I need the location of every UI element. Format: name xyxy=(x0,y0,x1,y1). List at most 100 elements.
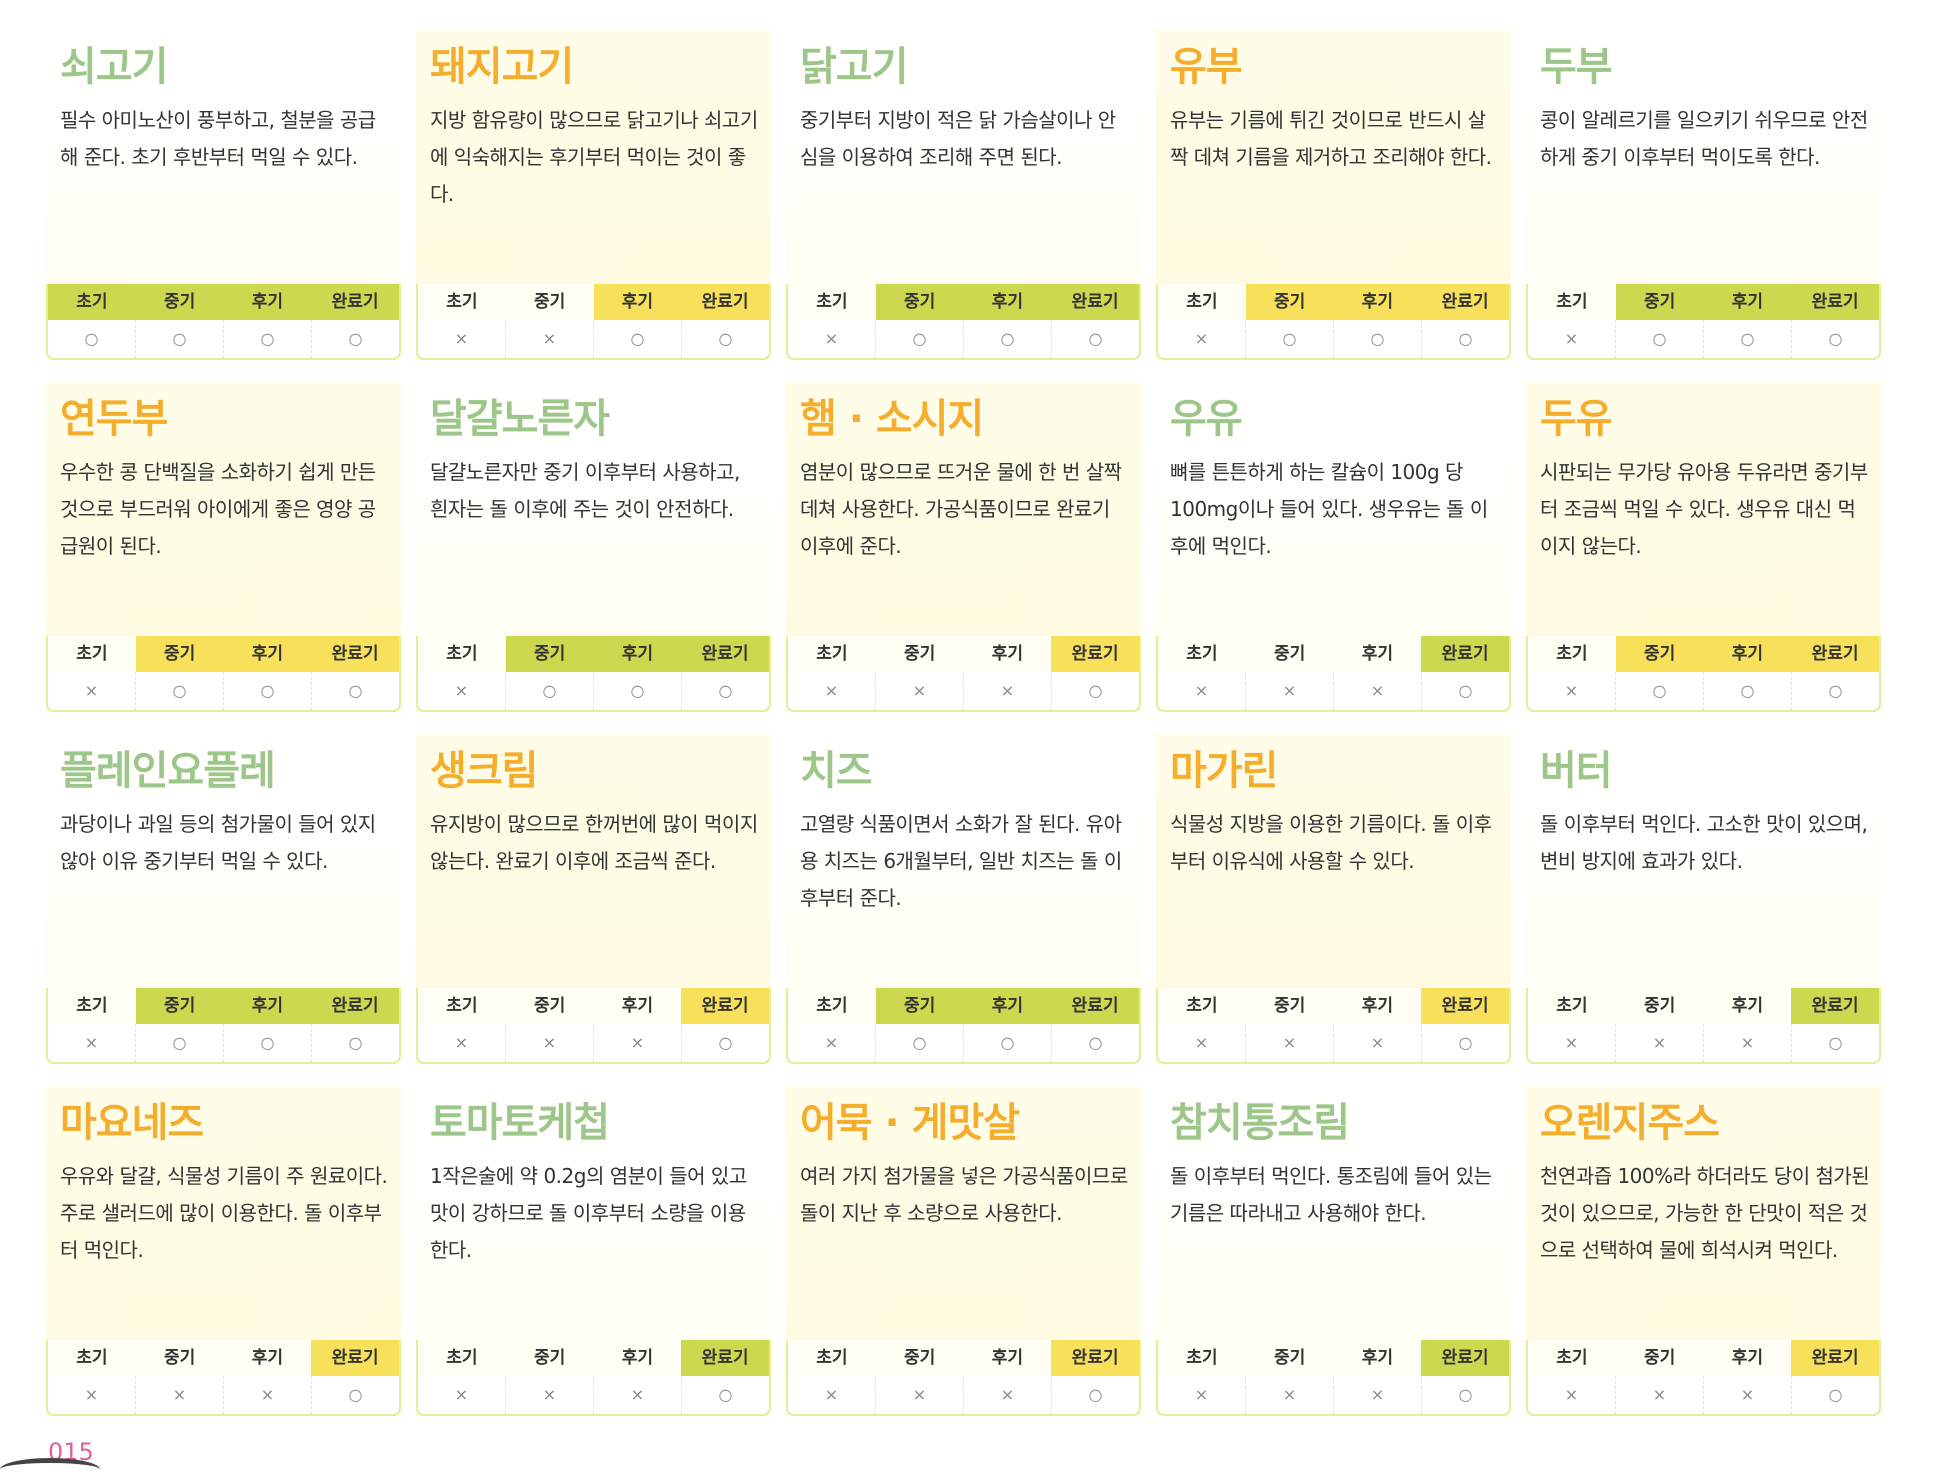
food-description: 필수 아미노산이 풍부하고, 철분을 공급해 준다. 초기 후반부터 먹일 수 … xyxy=(60,108,376,169)
stage-mark: ○ xyxy=(681,1024,769,1062)
food-description: 우유와 달걀, 식물성 기름이 주 원료이다. 주로 샐러드에 많이 이용한다.… xyxy=(60,1164,388,1262)
stage-mark: × xyxy=(593,1376,681,1414)
stage-mark: ○ xyxy=(1791,672,1879,710)
stage-header: 완료기 xyxy=(1051,284,1139,320)
food-description: 돌 이후부터 먹인다. 통조림에 들어 있는 기름은 따라내고 사용해야 한다. xyxy=(1170,1164,1492,1225)
food-card: 버터 돌 이후부터 먹인다. 고소한 맛이 있으며, 변비 방지에 효과가 있다… xyxy=(1526,734,1881,1064)
stage-mark: ○ xyxy=(223,1024,311,1062)
stage-mark: ○ xyxy=(1421,320,1509,358)
stage-header: 완료기 xyxy=(1791,988,1879,1024)
food-title: 치즈 xyxy=(800,748,873,794)
stage-header: 중기 xyxy=(875,636,964,672)
stage-header: 후기 xyxy=(1333,988,1422,1024)
stage-header: 후기 xyxy=(963,636,1052,672)
food-card: 오렌지주스 천연과즙 100%라 하더라도 당이 첨가된 것이 있으므로, 가능… xyxy=(1526,1086,1881,1416)
stage-header: 후기 xyxy=(1703,988,1792,1024)
food-card: 쇠고기 필수 아미노산이 풍부하고, 철분을 공급해 준다. 초기 후반부터 먹… xyxy=(46,30,401,360)
stage-mark: × xyxy=(1564,329,1579,348)
stage-header: 완료기 xyxy=(681,988,769,1024)
stage-mark: ○ xyxy=(311,1024,399,1062)
food-description: 1작은술에 약 0.2g의 염분이 들어 있고 맛이 강하므로 돌 이후부터 소… xyxy=(430,1164,747,1262)
stage-table: 초기 중기 후기 완료기 ○ ○ ○ ○ xyxy=(46,284,401,360)
stage-header: 초기 xyxy=(788,636,876,672)
stage-mark: ○ xyxy=(681,320,769,358)
stage-header: 후기 xyxy=(223,1340,312,1376)
food-title: 연두부 xyxy=(60,396,168,442)
food-title: 토마토케첩 xyxy=(430,1100,610,1146)
stage-mark: ○ xyxy=(1051,672,1139,710)
stage-mark: × xyxy=(505,1376,593,1414)
food-card: 참치통조림 돌 이후부터 먹인다. 통조림에 들어 있는 기름은 따라내고 사용… xyxy=(1156,1086,1511,1416)
stage-mark: ○ xyxy=(593,672,681,710)
stage-header: 초기 xyxy=(1528,284,1616,320)
food-description: 유부는 기름에 튀긴 것이므로 반드시 살짝 데쳐 기름을 제거하고 조리해야 … xyxy=(1170,108,1492,169)
stage-header: 완료기 xyxy=(1421,988,1509,1024)
stage-header: 후기 xyxy=(593,988,682,1024)
stage-mark: × xyxy=(223,1376,311,1414)
stage-mark: × xyxy=(824,681,839,700)
stage-header: 초기 xyxy=(48,284,136,320)
stage-mark: ○ xyxy=(1703,672,1791,710)
stage-header: 후기 xyxy=(223,636,312,672)
stage-header: 후기 xyxy=(963,284,1052,320)
food-title: 마가린 xyxy=(1170,748,1278,794)
stage-header: 완료기 xyxy=(1051,988,1139,1024)
stage-header: 초기 xyxy=(418,988,506,1024)
stage-mark: × xyxy=(84,681,99,700)
food-title: 버터 xyxy=(1540,748,1613,794)
stage-header: 중기 xyxy=(875,988,964,1024)
stage-header: 초기 xyxy=(1158,988,1246,1024)
food-card: 치즈 고열량 식품이면서 소화가 잘 된다. 유아용 치즈는 6개월부터, 일반… xyxy=(786,734,1141,1064)
stage-header: 중기 xyxy=(1245,636,1334,672)
stage-mark: ○ xyxy=(1615,672,1703,710)
food-card: 유부 유부는 기름에 튀긴 것이므로 반드시 살짝 데쳐 기름을 제거하고 조리… xyxy=(1156,30,1511,360)
stage-table: 초기 중기 후기 완료기 × × × ○ xyxy=(416,1340,771,1416)
food-title: 쇠고기 xyxy=(60,44,168,90)
stage-header: 후기 xyxy=(1703,636,1792,672)
food-description: 과당이나 과일 등의 첨가물이 들어 있지 않아 이유 중기부터 먹일 수 있다… xyxy=(60,812,376,873)
food-description: 시판되는 무가당 유아용 두유라면 중기부터 조금씩 먹일 수 있다. 생우유 … xyxy=(1540,460,1868,558)
stage-header: 완료기 xyxy=(311,636,399,672)
stage-header: 중기 xyxy=(505,988,594,1024)
food-title: 플레인요플레 xyxy=(60,748,276,794)
stage-mark: × xyxy=(1333,672,1421,710)
stage-header: 완료기 xyxy=(311,1340,399,1376)
stage-header: 중기 xyxy=(1245,284,1334,320)
stage-mark: × xyxy=(1194,1385,1209,1404)
stage-mark: × xyxy=(1615,1024,1703,1062)
stage-mark: ○ xyxy=(1421,1376,1509,1414)
stage-mark: × xyxy=(1703,1376,1791,1414)
stage-header: 초기 xyxy=(418,1340,506,1376)
stage-header: 후기 xyxy=(1333,1340,1422,1376)
stage-mark: ○ xyxy=(1421,672,1509,710)
food-description: 뼈를 튼튼하게 하는 칼슘이 100g 당 100mg이나 들어 있다. 생우유… xyxy=(1170,460,1488,558)
food-card: 마가린 식물성 지방을 이용한 기름이다. 돌 이후부터 이유식에 사용할 수 … xyxy=(1156,734,1511,1064)
stage-mark: × xyxy=(135,1376,223,1414)
stage-header: 후기 xyxy=(593,1340,682,1376)
food-description: 식물성 지방을 이용한 기름이다. 돌 이후부터 이유식에 사용할 수 있다. xyxy=(1170,812,1492,873)
stage-header: 초기 xyxy=(788,1340,876,1376)
stage-table: 초기 중기 후기 완료기 × × × ○ xyxy=(1156,636,1511,712)
food-title: 어묵 · 게맛살 xyxy=(800,1100,1020,1146)
stage-mark: ○ xyxy=(311,1376,399,1414)
food-card: 마요네즈 우유와 달걀, 식물성 기름이 주 원료이다. 주로 샐러드에 많이 … xyxy=(46,1086,401,1416)
stage-mark: ○ xyxy=(1791,1376,1879,1414)
stage-header: 중기 xyxy=(1615,988,1704,1024)
food-description: 여러 가지 첨가물을 넣은 가공식품이므로 돌이 지난 후 소량으로 사용한다. xyxy=(800,1164,1128,1225)
stage-table: 초기 중기 후기 완료기 × ○ ○ ○ xyxy=(416,636,771,712)
stage-mark: ○ xyxy=(311,672,399,710)
stage-mark: ○ xyxy=(1421,1024,1509,1062)
stage-header: 완료기 xyxy=(1421,636,1509,672)
stage-header: 완료기 xyxy=(311,284,399,320)
stage-mark: ○ xyxy=(1703,320,1791,358)
food-description: 염분이 많으므로 뜨거운 물에 한 번 살짝 데쳐 사용한다. 가공식품이므로 … xyxy=(800,460,1122,558)
stage-mark: ○ xyxy=(1245,320,1333,358)
food-description: 고열량 식품이면서 소화가 잘 된다. 유아용 치즈는 6개월부터, 일반 치즈… xyxy=(800,812,1122,910)
stage-mark: ○ xyxy=(135,672,223,710)
food-card: 달걀노른자 달걀노른자만 중기 이후부터 사용하고, 흰자는 돌 이후에 주는 … xyxy=(416,382,771,712)
stage-mark: × xyxy=(1245,672,1333,710)
stage-mark: × xyxy=(1245,1376,1333,1414)
stage-mark: × xyxy=(454,1385,469,1404)
stage-table: 초기 중기 후기 완료기 × ○ ○ ○ xyxy=(1526,636,1881,712)
food-card: 생크림 유지방이 많으므로 한꺼번에 많이 먹이지 않는다. 완료기 이후에 조… xyxy=(416,734,771,1064)
